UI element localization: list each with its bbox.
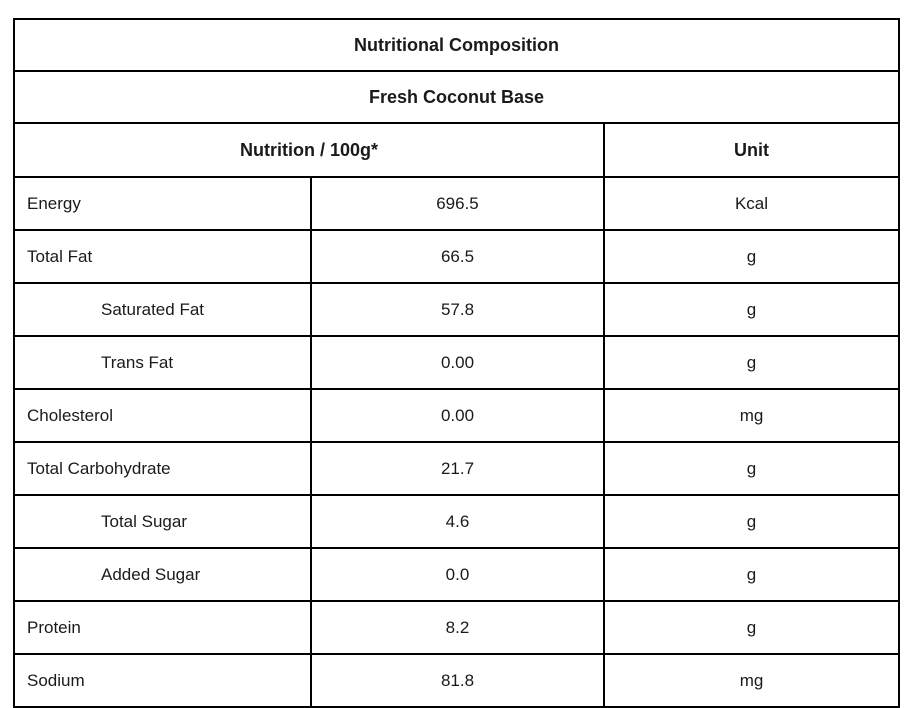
nutrient-value: 0.0 bbox=[310, 547, 605, 602]
nutrient-unit: g bbox=[602, 335, 901, 390]
nutrient-unit: g bbox=[602, 600, 901, 655]
nutrient-unit: g bbox=[602, 547, 901, 602]
table-row-saturated-fat: Saturated Fat 57.8 g bbox=[13, 282, 901, 337]
nutrient-label: Energy bbox=[13, 176, 312, 231]
table-row-total-sugar: Total Sugar 4.6 g bbox=[13, 494, 901, 549]
nutrient-label: Total Carbohydrate bbox=[13, 441, 312, 496]
nutrition-table: Nutritional Composition Fresh Coconut Ba… bbox=[12, 18, 901, 708]
table-title-row: Nutritional Composition bbox=[12, 18, 901, 72]
nutrient-label: Protein bbox=[13, 600, 312, 655]
nutrient-unit: g bbox=[602, 441, 901, 496]
nutrient-label: Added Sugar bbox=[13, 547, 312, 602]
column-header-row: Nutrition / 100g* Unit bbox=[13, 122, 901, 178]
nutrient-value: 0.00 bbox=[310, 388, 605, 443]
nutrient-value: 57.8 bbox=[310, 282, 605, 337]
nutrient-value: 8.2 bbox=[310, 600, 605, 655]
table-row-trans-fat: Trans Fat 0.00 g bbox=[13, 335, 901, 390]
nutrient-label: Cholesterol bbox=[13, 388, 312, 443]
column-header-nutrition: Nutrition / 100g* bbox=[13, 122, 605, 178]
nutrient-unit: g bbox=[602, 494, 901, 549]
nutrient-unit: mg bbox=[602, 653, 901, 708]
table-row-total-carbohydrate: Total Carbohydrate 21.7 g bbox=[13, 441, 901, 496]
nutrient-value: 696.5 bbox=[310, 176, 605, 231]
table-subtitle-row: Fresh Coconut Base bbox=[12, 70, 901, 124]
table-subtitle: Fresh Coconut Base bbox=[12, 70, 901, 124]
table-row-protein: Protein 8.2 g bbox=[13, 600, 901, 655]
nutrient-value: 66.5 bbox=[310, 229, 605, 284]
column-header-unit: Unit bbox=[602, 122, 901, 178]
table-row-added-sugar: Added Sugar 0.0 g bbox=[13, 547, 901, 602]
nutrient-value: 81.8 bbox=[310, 653, 605, 708]
nutrient-value: 4.6 bbox=[310, 494, 605, 549]
table-row-energy: Energy 696.5 Kcal bbox=[13, 176, 901, 231]
table-title: Nutritional Composition bbox=[12, 18, 901, 72]
nutrient-unit: g bbox=[602, 229, 901, 284]
nutrient-unit: Kcal bbox=[602, 176, 901, 231]
nutrient-unit: mg bbox=[602, 388, 901, 443]
nutrient-value: 21.7 bbox=[310, 441, 605, 496]
nutrient-label: Total Sugar bbox=[13, 494, 312, 549]
table-row-sodium: Sodium 81.8 mg bbox=[13, 653, 901, 708]
nutrient-label: Sodium bbox=[13, 653, 312, 708]
table-row-cholesterol: Cholesterol 0.00 mg bbox=[13, 388, 901, 443]
nutrient-label: Trans Fat bbox=[13, 335, 312, 390]
table-row-total-fat: Total Fat 66.5 g bbox=[13, 229, 901, 284]
nutrient-label: Saturated Fat bbox=[13, 282, 312, 337]
nutrient-label: Total Fat bbox=[13, 229, 312, 284]
nutrient-unit: g bbox=[602, 282, 901, 337]
nutrient-value: 0.00 bbox=[310, 335, 605, 390]
